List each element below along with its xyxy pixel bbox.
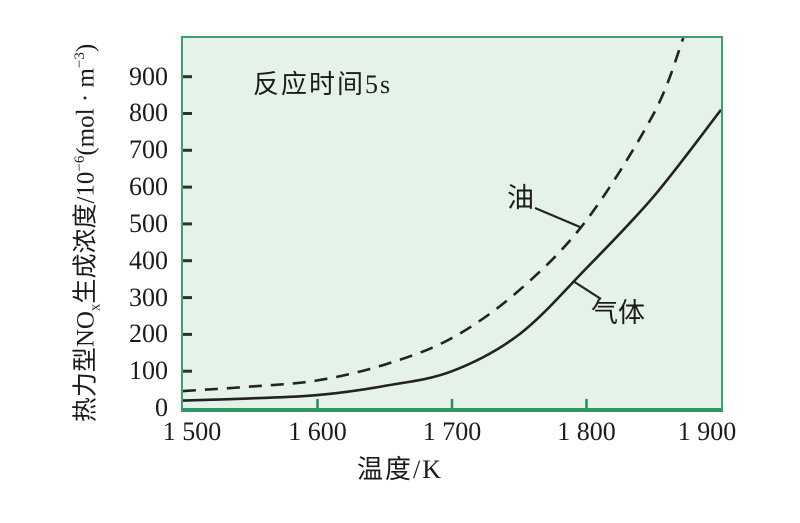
- y-tick-label: 300: [129, 282, 168, 312]
- x-tick-label: 1 700: [422, 417, 482, 446]
- x-tick-label: 1 800: [557, 417, 616, 446]
- plot-area: 反应时间5s 油 气体: [181, 36, 723, 412]
- annotation-reaction-time: 反应时间5s: [253, 70, 393, 99]
- y-tick-label: 600: [129, 172, 168, 202]
- y-axis-title-superscript: −3: [72, 52, 88, 69]
- y-tick-label: 400: [129, 245, 168, 275]
- curve-gas: [183, 109, 721, 402]
- y-tick-label: 500: [129, 208, 168, 238]
- y-axis-title: 热力型NOx生成浓度/10−6(mol · m−3): [63, 17, 103, 449]
- chart-svg: [183, 38, 721, 408]
- x-tick-label: 1 600: [288, 417, 347, 446]
- curve-oil: [183, 38, 685, 393]
- series-label-oil: 油: [507, 183, 534, 213]
- y-tick-label: 200: [129, 319, 168, 349]
- y-axis-title-text: ): [72, 43, 100, 53]
- gas-label-leader-line: [572, 280, 602, 300]
- y-tick-label: 900: [129, 61, 168, 91]
- y-axis-title-text: 生成浓度/10: [72, 171, 100, 304]
- y-tick-label: 700: [129, 135, 168, 165]
- y-tick-label: 800: [129, 98, 168, 128]
- y-axis-title-text: (mol · m: [72, 68, 100, 156]
- y-tick-label: 100: [129, 356, 168, 386]
- y-axis-title-text: 热力型NO: [72, 311, 100, 423]
- oil-label-leader-line: [534, 206, 581, 229]
- x-tick-label: 1 900: [677, 417, 737, 446]
- series-label-gas: 气体: [591, 298, 645, 328]
- y-axis-title-superscript: −6: [72, 155, 88, 172]
- x-tick-label: 1 500: [162, 417, 222, 446]
- x-axis-title: 温度/K: [356, 455, 443, 484]
- y-axis-title-subscript: x: [87, 303, 104, 312]
- y-tick-label: 0: [155, 393, 168, 422]
